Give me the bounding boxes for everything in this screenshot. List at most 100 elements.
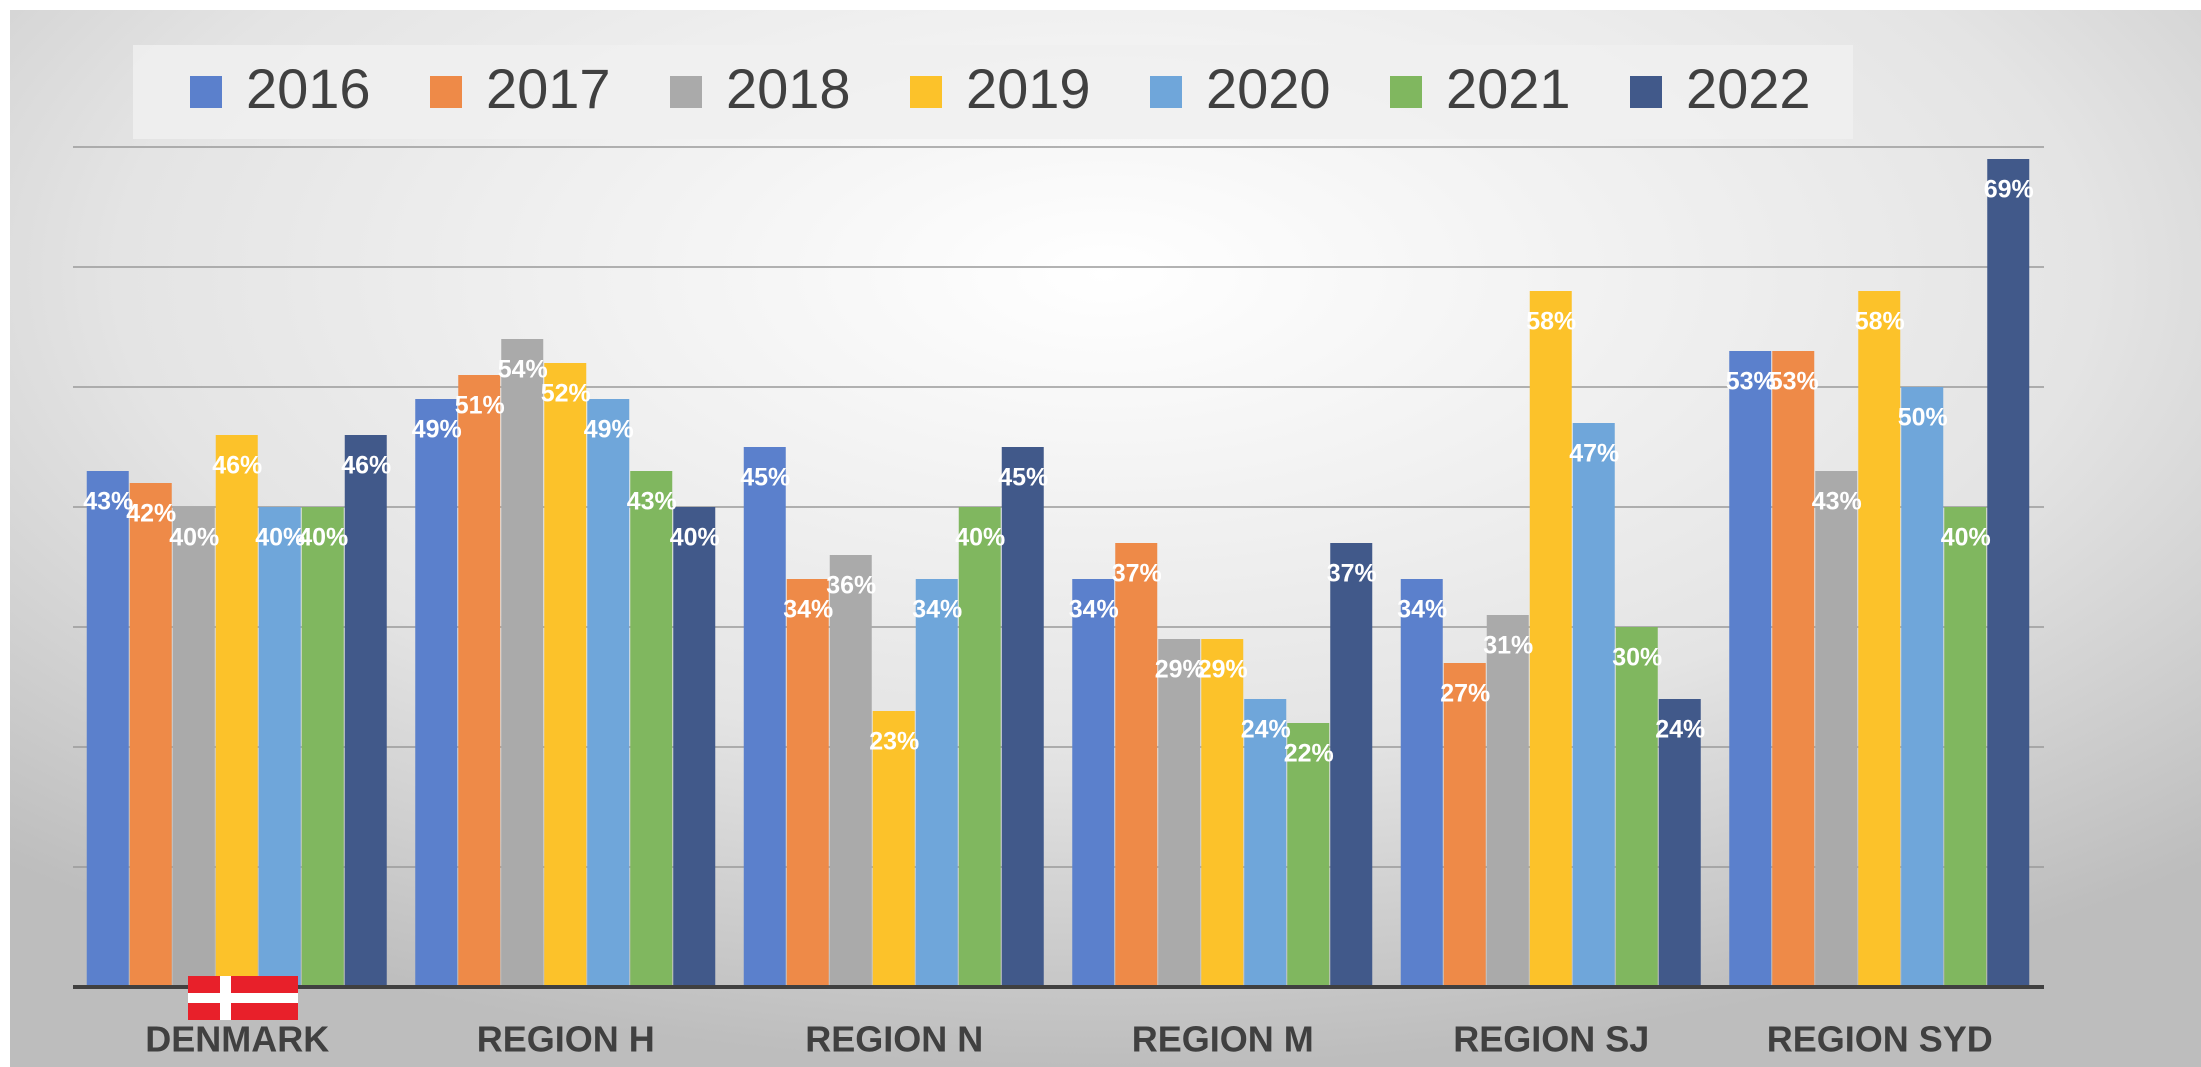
data-label: 54% xyxy=(498,356,548,384)
data-label: 34% xyxy=(1397,596,1447,624)
bar xyxy=(829,555,872,987)
legend-swatch xyxy=(1630,76,1662,108)
x-tick-label: REGION M xyxy=(1132,1019,1314,1060)
bar xyxy=(1858,291,1901,987)
bar xyxy=(915,579,958,987)
bar xyxy=(673,507,716,987)
data-label: 46% xyxy=(212,452,262,480)
legend-swatch xyxy=(670,76,702,108)
data-label: 29% xyxy=(1155,656,1205,684)
legend-swatch xyxy=(1390,76,1422,108)
x-tick-label: REGION N xyxy=(805,1019,983,1060)
data-label: 43% xyxy=(627,488,677,516)
bar xyxy=(743,447,786,987)
data-label: 49% xyxy=(584,416,634,444)
bar xyxy=(1158,639,1201,987)
x-tick-label: DENMARK xyxy=(145,1019,329,1060)
legend-box xyxy=(133,45,1853,139)
bar xyxy=(344,435,387,987)
legend-swatch xyxy=(1150,76,1182,108)
x-tick-label: REGION H xyxy=(477,1019,655,1060)
data-label: 43% xyxy=(83,488,133,516)
data-label: 34% xyxy=(912,596,962,624)
data-label: 34% xyxy=(1069,596,1119,624)
x-tick-label: REGION SJ xyxy=(1453,1019,1649,1060)
legend-swatch xyxy=(190,76,222,108)
bar xyxy=(1772,351,1815,987)
legend-label: 2022 xyxy=(1686,57,1811,120)
bar xyxy=(458,375,501,987)
data-label: 29% xyxy=(1198,656,1248,684)
legend-label: 2018 xyxy=(726,57,851,120)
bar xyxy=(1944,507,1987,987)
bar xyxy=(630,471,673,987)
bar xyxy=(1658,699,1701,987)
bar xyxy=(872,711,915,987)
data-label: 49% xyxy=(412,416,462,444)
bar xyxy=(1529,291,1572,987)
data-label: 22% xyxy=(1284,740,1334,768)
flag-cross xyxy=(188,993,298,1003)
bar xyxy=(501,339,544,987)
bar xyxy=(415,399,458,987)
data-label: 58% xyxy=(1526,308,1576,336)
data-label: 36% xyxy=(826,572,876,600)
bar xyxy=(1486,615,1529,987)
bar xyxy=(1729,351,1772,987)
bar xyxy=(258,507,301,987)
data-label: 52% xyxy=(541,380,591,408)
bar xyxy=(1072,579,1115,987)
data-label: 23% xyxy=(869,728,919,756)
bar xyxy=(301,507,344,987)
bar xyxy=(1987,159,2030,987)
data-label: 69% xyxy=(1984,176,2034,204)
data-label: 53% xyxy=(1769,368,1819,396)
bar xyxy=(1901,387,1944,987)
legend-swatch xyxy=(910,76,942,108)
data-label: 37% xyxy=(1112,560,1162,588)
data-label: 40% xyxy=(169,524,219,552)
bar xyxy=(544,363,587,987)
data-label: 50% xyxy=(1898,404,1948,432)
data-label: 51% xyxy=(455,392,505,420)
data-label: 24% xyxy=(1241,716,1291,744)
data-label: 40% xyxy=(1941,524,1991,552)
bar xyxy=(1443,663,1486,987)
legend-label: 2020 xyxy=(1206,57,1331,120)
bar xyxy=(1115,543,1158,987)
data-label: 58% xyxy=(1855,308,1905,336)
bar xyxy=(86,471,129,987)
bar xyxy=(1244,699,1287,987)
bar xyxy=(587,399,630,987)
bar xyxy=(1287,723,1330,987)
data-label: 34% xyxy=(783,596,833,624)
data-label: 40% xyxy=(298,524,348,552)
legend-label: 2019 xyxy=(966,57,1091,120)
bar xyxy=(1001,447,1044,987)
bar xyxy=(215,435,258,987)
data-label: 45% xyxy=(998,464,1048,492)
bar xyxy=(129,483,172,987)
bar xyxy=(1815,471,1858,987)
data-label: 46% xyxy=(341,452,391,480)
bar xyxy=(1572,423,1615,987)
legend-swatch xyxy=(430,76,462,108)
flag xyxy=(188,976,298,1020)
bar xyxy=(1330,543,1373,987)
x-tick-label: REGION SYD xyxy=(1767,1019,1993,1060)
data-label: 42% xyxy=(126,500,176,528)
data-label: 31% xyxy=(1483,632,1533,660)
data-label: 37% xyxy=(1327,560,1377,588)
data-label: 24% xyxy=(1655,716,1705,744)
data-label: 40% xyxy=(255,524,305,552)
bar xyxy=(958,507,1001,987)
legend-label: 2021 xyxy=(1446,57,1571,120)
data-label: 40% xyxy=(955,524,1005,552)
data-label: 45% xyxy=(740,464,790,492)
bar xyxy=(1201,639,1244,987)
bar xyxy=(1615,627,1658,987)
data-label: 43% xyxy=(1812,488,1862,516)
data-label: 47% xyxy=(1569,440,1619,468)
